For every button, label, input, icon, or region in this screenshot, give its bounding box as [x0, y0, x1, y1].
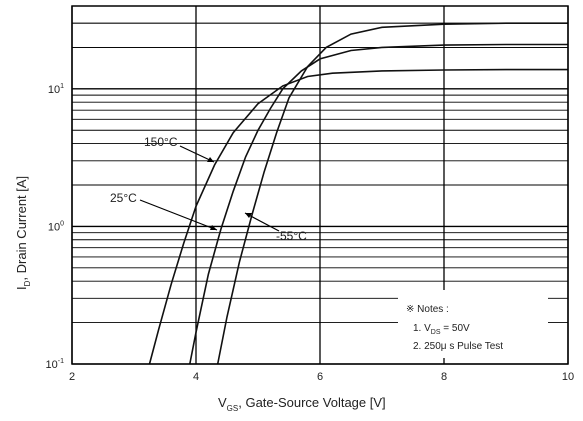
y-tick-label: 101 [48, 83, 64, 96]
annotation-25c-arrow [139, 199, 218, 231]
annotation-25c-arrowhead [210, 225, 217, 230]
notes-line-1-sub: DS [431, 329, 441, 336]
notes-line-1: 1. VDS = 50V [413, 323, 470, 336]
notes-box: ※ Notes : 1. VDS = 50V 2. 250μ s Pulse T… [398, 290, 548, 358]
y-tick-label-base: 10 [48, 84, 60, 96]
y-tick-label: 100 [48, 220, 64, 233]
annotation-150c-label: 150°C [144, 135, 178, 149]
y-axis-title-main: I [14, 286, 29, 290]
annotation-25c: 25°C [110, 191, 218, 231]
y-axis-title: ID, Drain Current [A] [14, 176, 32, 290]
series-line-2 [216, 22, 568, 365]
notes-line-1-b: = 50V [441, 323, 471, 334]
x-tick-label: 8 [441, 371, 447, 383]
annotation-minus55c-arrowhead [245, 213, 252, 218]
series-line-1 [189, 43, 568, 365]
x-tick-label: 4 [193, 371, 199, 383]
x-tick-label: 6 [317, 371, 323, 383]
x-tick-label: 2 [69, 371, 75, 383]
y-tick-label: 10-1 [46, 358, 65, 371]
notes-title: ※ Notes : [406, 304, 449, 315]
annotation-150c: 150°C [144, 135, 215, 163]
annotation-150c-arrowhead [207, 157, 214, 162]
y-tick-label-exponent: -1 [58, 358, 64, 365]
notes-line-1-a: 1. V [413, 323, 431, 334]
y-tick-label-exponent: 0 [60, 220, 64, 227]
y-axis-title-sub: D [23, 280, 32, 286]
annotation-minus55c-arrow [244, 212, 280, 232]
x-axis-title-main: V [218, 395, 227, 410]
x-axis-title: VGS, Gate-Source Voltage [V] [218, 395, 386, 413]
annotation-minus55c-label: -55°C [276, 229, 307, 243]
notes-line-2: 2. 250μ s Pulse Test [413, 341, 503, 352]
y-axis-title-rest: , Drain Current [A] [14, 176, 29, 281]
x-tick-label: 10 [562, 371, 574, 383]
annotation-25c-label: 25°C [110, 191, 137, 205]
annotation-150c-arrow [179, 145, 215, 163]
y-tick-label-base: 10 [46, 359, 58, 371]
x-axis-title-sub: GS [227, 404, 239, 413]
y-tick-label-base: 10 [48, 221, 60, 233]
y-tick-label-exponent: 1 [60, 83, 64, 90]
series-line-0 [148, 68, 568, 365]
plot-frame [71, 5, 569, 365]
x-axis-title-rest: , Gate-Source Voltage [V] [238, 395, 385, 410]
notes-background [398, 290, 548, 358]
annotation-minus55c: -55°C [244, 212, 307, 243]
x-tick-labels: 2 4 6 8 10 [69, 371, 574, 383]
series-layer [148, 22, 568, 365]
